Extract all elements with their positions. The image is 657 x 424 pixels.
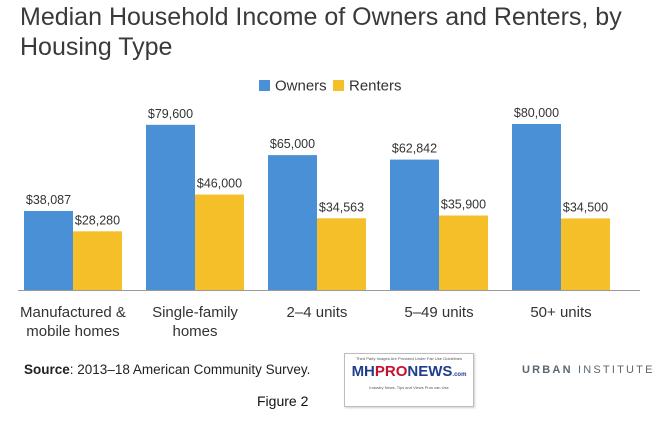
- source-label: Source: [24, 362, 70, 377]
- logo-news: NEWS: [407, 363, 453, 380]
- source-note: Source: 2013–18 American Community Surve…: [24, 362, 310, 377]
- value-label-renters-3: $35,900: [441, 198, 486, 212]
- logo-wordmark: MHPRONEWS.com: [345, 362, 473, 385]
- logo-mh: MH: [351, 363, 375, 380]
- category-label-1-line-1: homes: [172, 323, 217, 340]
- value-label-renters-0: $28,280: [75, 213, 120, 227]
- category-label-1-line-0: Single-family: [152, 304, 238, 321]
- institute-word: INSTITUTE: [578, 364, 655, 376]
- value-label-renters-4: $34,500: [563, 200, 608, 214]
- figure-caption: Figure 2: [257, 393, 309, 409]
- bar-owners-3: [390, 159, 439, 290]
- mhpronews-logo: Third Party Images Are Provided Under Fa…: [344, 353, 474, 407]
- chart-title: Median Household Income of Owners and Re…: [20, 2, 640, 62]
- value-label-renters-2: $34,563: [319, 200, 364, 214]
- legend-swatch-owners: [259, 80, 270, 91]
- urban-word: URBAN: [522, 364, 573, 376]
- bar-owners-1: [146, 124, 195, 290]
- value-label-owners-2: $65,000: [270, 137, 315, 151]
- category-label-3-line-0: 5–49 units: [404, 304, 473, 321]
- source-text: : 2013–18 American Community Survey.: [69, 362, 311, 377]
- bar-renters-3: [439, 215, 488, 290]
- bar-renters-0: [73, 231, 122, 290]
- bar-owners-2: [268, 155, 317, 290]
- legend-swatch-renters: [333, 80, 344, 91]
- legend-label-owners: Owners: [275, 78, 327, 95]
- value-label-owners-3: $62,842: [392, 142, 437, 156]
- legend-label-renters: Renters: [349, 78, 402, 95]
- urban-institute-logo: URBAN INSTITUTE: [522, 364, 655, 376]
- value-label-owners-0: $38,087: [26, 193, 71, 207]
- category-label-0-line-1: mobile homes: [26, 323, 119, 340]
- bar-renters-1: [195, 194, 244, 290]
- bar-renters-4: [561, 218, 610, 290]
- bar-owners-0: [24, 210, 73, 290]
- bar-renters-2: [317, 218, 366, 290]
- category-label-2-line-0: 2–4 units: [287, 304, 348, 321]
- chart-title-line-2: Housing Type: [20, 33, 173, 61]
- logo-com: .com: [452, 372, 467, 378]
- logo-tagline: Industry News, Tips and Views Pros can U…: [369, 385, 449, 390]
- value-label-owners-4: $80,000: [514, 106, 559, 120]
- logo-pro: PRO: [374, 363, 408, 380]
- value-label-owners-1: $79,600: [148, 107, 193, 121]
- category-label-4-line-0: 50+ units: [530, 304, 591, 321]
- chart-title-line-1: Median Household Income of Owners and Re…: [20, 3, 622, 31]
- logo-disclaimer: Third Party Images Are Provided Under Fa…: [355, 356, 463, 361]
- bar-owners-4: [512, 124, 561, 290]
- value-label-renters-1: $46,000: [197, 177, 242, 191]
- category-label-0-line-0: Manufactured &: [20, 304, 126, 321]
